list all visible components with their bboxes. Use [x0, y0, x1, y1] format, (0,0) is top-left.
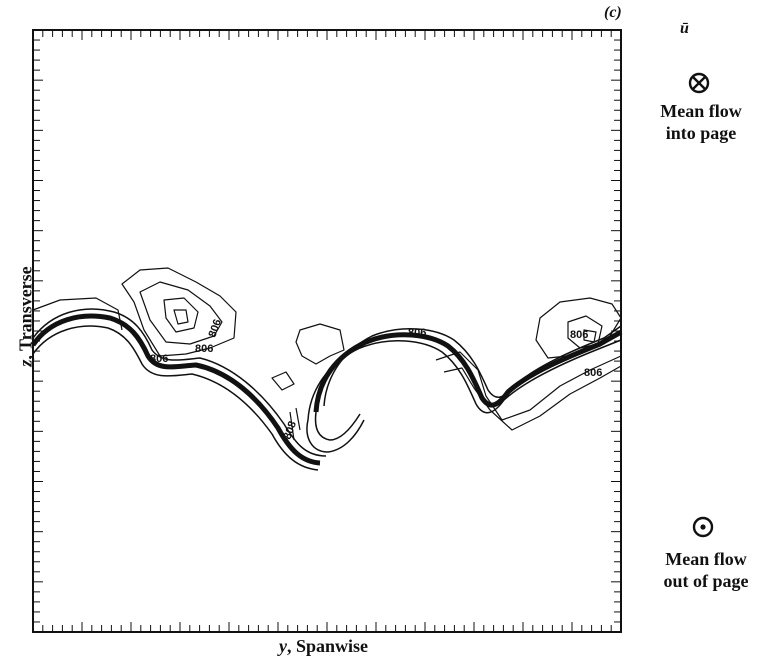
legend-out-of-page: Mean flow out of page: [646, 548, 763, 592]
legend-into-line2: into page: [665, 123, 737, 143]
contour-island-left: [121, 267, 237, 357]
x-axis-var: y: [279, 636, 287, 656]
contour-hook: [314, 411, 361, 441]
variable-label: ū: [680, 20, 689, 37]
y-axis-var: z: [15, 359, 36, 367]
contour-label: 806: [584, 367, 602, 379]
contour-label: 806: [207, 318, 225, 339]
contour-island-left-3: [163, 297, 199, 333]
legend-out-line2: out of page: [663, 571, 749, 591]
contour-label: 806: [570, 329, 588, 341]
contour-lines: [30, 267, 623, 471]
contour-right-blob-2: [567, 315, 603, 349]
contour-right-low: [435, 351, 622, 421]
y-axis-label: z, Transverse: [16, 247, 37, 387]
circle-dot-icon: [692, 516, 714, 538]
contour-right-blob-3: [583, 329, 597, 343]
x-axis-text: , Spanwise: [287, 636, 369, 656]
contour-band-left: [30, 313, 321, 466]
x-axis-label: y, Spanwise: [279, 636, 368, 657]
legend-into-line1: Mean flow: [660, 101, 742, 121]
contour-label: 808: [282, 420, 300, 441]
y-axis-text: , Transverse: [15, 266, 36, 360]
contour-band-right: [313, 329, 623, 413]
contour-label: 806: [408, 327, 426, 339]
contour-notch-ticks: [289, 407, 301, 441]
plot-frame: [32, 29, 622, 633]
contour-left-edge: [32, 297, 123, 331]
contour-label: 806: [195, 343, 213, 355]
contour-label: 806: [150, 353, 168, 365]
panel-label: (c): [604, 4, 622, 21]
axis-ticks: [33, 30, 621, 632]
contour-band-right-2: [323, 325, 622, 407]
contour-notch: [295, 323, 345, 365]
contour-mid-small: [271, 371, 295, 391]
contour-hook-2: [306, 419, 365, 453]
contour-island-left-2: [139, 281, 223, 345]
contour-right-blob: [535, 297, 622, 359]
circle-cross-icon: [688, 72, 710, 94]
contour-band-right-3: [307, 339, 622, 421]
contour-labels: 806 806 806 806 808 806 806: [150, 318, 602, 441]
contour-island-left-4: [173, 309, 189, 325]
contour-band-left-3: [32, 325, 319, 471]
legend-out-line1: Mean flow: [665, 549, 747, 569]
contour-band-left-2: [32, 308, 327, 457]
contour-right-low-2: [443, 365, 622, 431]
legend-into-page: Mean flow into page: [641, 100, 761, 144]
